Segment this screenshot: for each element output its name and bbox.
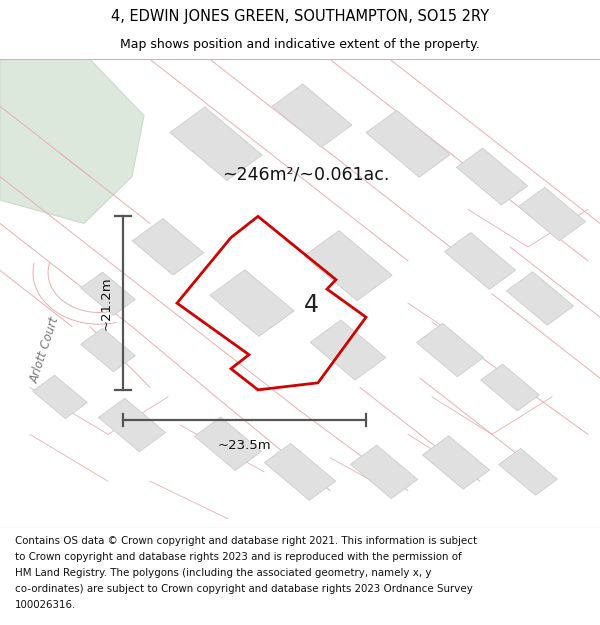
Text: ~246m²/~0.061ac.: ~246m²/~0.061ac. (222, 165, 389, 183)
Polygon shape (132, 219, 204, 275)
Polygon shape (32, 375, 88, 419)
Text: to Crown copyright and database rights 2023 and is reproduced with the permissio: to Crown copyright and database rights 2… (15, 552, 461, 562)
Polygon shape (518, 188, 586, 241)
Text: ~21.2m: ~21.2m (99, 276, 112, 330)
Polygon shape (80, 328, 136, 372)
Text: 100026316.: 100026316. (15, 600, 76, 610)
Text: 4: 4 (304, 292, 319, 316)
Text: HM Land Registry. The polygons (including the associated geometry, namely x, y: HM Land Registry. The polygons (includin… (15, 568, 431, 578)
Polygon shape (366, 110, 450, 178)
Polygon shape (422, 436, 490, 489)
Polygon shape (210, 270, 294, 336)
Text: Arlott Court: Arlott Court (28, 315, 62, 385)
Polygon shape (265, 443, 335, 501)
Polygon shape (80, 272, 136, 316)
Polygon shape (457, 148, 527, 205)
Text: Map shows position and indicative extent of the property.: Map shows position and indicative extent… (120, 38, 480, 51)
Polygon shape (98, 398, 166, 452)
Text: ~23.5m: ~23.5m (218, 439, 271, 452)
Polygon shape (304, 231, 392, 301)
Polygon shape (416, 323, 484, 377)
Polygon shape (350, 445, 418, 499)
Polygon shape (481, 364, 539, 411)
Text: 4, EDWIN JONES GREEN, SOUTHAMPTON, SO15 2RY: 4, EDWIN JONES GREEN, SOUTHAMPTON, SO15 … (111, 9, 489, 24)
Polygon shape (506, 272, 574, 325)
Text: co-ordinates) are subject to Crown copyright and database rights 2023 Ordnance S: co-ordinates) are subject to Crown copyr… (15, 584, 473, 594)
Polygon shape (310, 320, 386, 380)
Polygon shape (272, 84, 352, 148)
Polygon shape (499, 449, 557, 495)
Polygon shape (170, 107, 262, 181)
Polygon shape (0, 59, 144, 223)
Polygon shape (445, 232, 515, 289)
Polygon shape (194, 417, 262, 471)
Text: Contains OS data © Crown copyright and database right 2021. This information is : Contains OS data © Crown copyright and d… (15, 536, 477, 546)
